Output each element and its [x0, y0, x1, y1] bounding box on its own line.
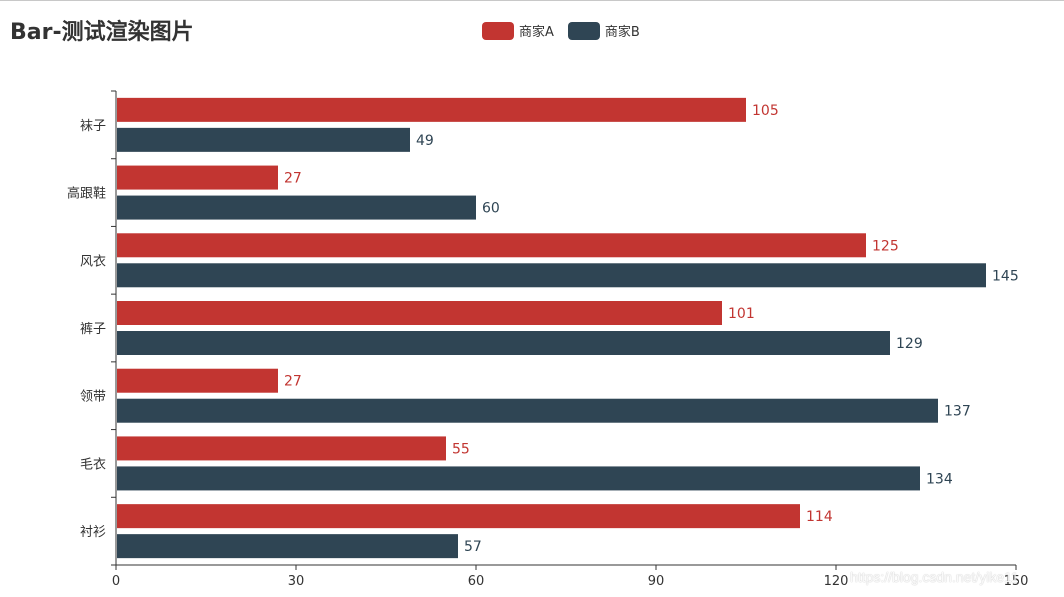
data-label-series-b: 60 [482, 201, 500, 217]
legend-item-series-b[interactable]: 商家B [567, 21, 640, 40]
data-label-series-a: 27 [284, 374, 302, 390]
data-label-series-a: 125 [872, 238, 899, 254]
bar-series-a [117, 436, 446, 461]
legend: 商家A 商家B [482, 21, 640, 40]
legend-item-series-a[interactable]: 商家A [482, 21, 554, 40]
bar-series-b [117, 263, 986, 288]
data-label-series-b: 137 [944, 404, 971, 420]
y-tick-label: 领带 [80, 390, 106, 405]
data-label-series-b: 129 [896, 336, 923, 352]
y-tick-label: 衬衫 [80, 525, 106, 540]
y-tick-label: 高跟鞋 [67, 186, 106, 202]
y-tick-label: 风衣 [80, 253, 106, 269]
data-label-series-a: 105 [752, 103, 779, 119]
x-tick-label: 150 [1004, 574, 1029, 589]
legend-label-series-a: 商家A [519, 25, 554, 40]
bar-series-b [117, 398, 938, 423]
data-label-series-a: 114 [806, 509, 833, 525]
chart-title: Bar-测试渲染图片 [10, 20, 194, 45]
bar-series-a [117, 301, 722, 325]
data-label-series-b: 57 [464, 539, 482, 555]
x-tick-label: 30 [288, 574, 305, 589]
legend-swatch-series-b [567, 21, 600, 40]
y-tick-label: 裤子 [80, 322, 106, 337]
bar-series-a [117, 97, 746, 122]
y-tick-label: 袜子 [80, 119, 106, 134]
bar-series-a [117, 368, 278, 393]
x-tick-label: 90 [648, 574, 665, 589]
x-tick-label: 120 [824, 574, 849, 589]
data-label-series-a: 55 [452, 441, 470, 457]
x-tick-label: 60 [468, 574, 485, 589]
y-tick-label: 毛衣 [80, 456, 106, 472]
watermark: https://blog.csdn.net/yike11 [850, 569, 1019, 585]
data-label-series-b: 49 [416, 133, 434, 149]
bar-series-b [117, 466, 920, 491]
legend-swatch-series-a [482, 21, 514, 40]
bar-series-b [117, 127, 410, 152]
data-label-series-b: 145 [992, 268, 1019, 284]
bar-series-a [117, 233, 866, 258]
data-label-series-a: 27 [284, 171, 302, 187]
bar-series-a [117, 165, 278, 190]
bar-series-b [117, 195, 476, 220]
bar-series-b [117, 331, 890, 355]
legend-label-series-b: 商家B [604, 25, 640, 40]
data-label-series-a: 101 [728, 306, 755, 322]
data-label-series-b: 134 [926, 471, 953, 487]
x-tick-label: 0 [112, 574, 120, 589]
bar-series-a [117, 504, 800, 529]
bar-series-b [117, 534, 458, 559]
